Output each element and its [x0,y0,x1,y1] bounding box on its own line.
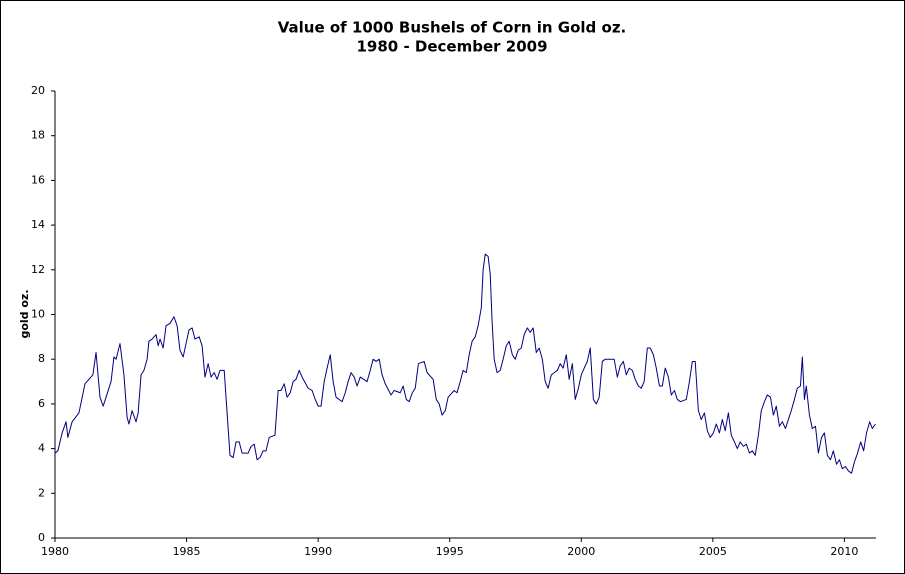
data-line [54,253,876,474]
chart-title: Value of 1000 Bushels of Corn in Gold oz… [278,19,627,37]
y-tick-label: 16 [31,173,45,186]
y-tick-label: 14 [31,218,45,231]
x-tick-label: 1990 [304,545,332,558]
y-tick-label: 2 [38,486,45,499]
x-tick-label: 1995 [436,545,464,558]
y-tick-label: 10 [31,308,45,321]
y-tick-label: 4 [38,442,45,455]
y-tick-label: 12 [31,263,45,276]
y-tick-label: 0 [38,531,45,544]
y-axis-title: gold oz. [18,289,31,338]
x-tick-label: 2000 [567,545,595,558]
y-tick-label: 6 [38,397,45,410]
chart-subtitle: 1980 - December 2009 [356,38,547,56]
x-tick-label: 2010 [830,545,858,558]
x-tick-label: 2005 [699,545,727,558]
y-tick-label: 8 [38,352,45,365]
x-tick-label: 1985 [173,545,201,558]
x-tick-label: 1980 [41,545,69,558]
y-tick-label: 18 [31,129,45,142]
y-tick-label: 20 [31,84,45,97]
